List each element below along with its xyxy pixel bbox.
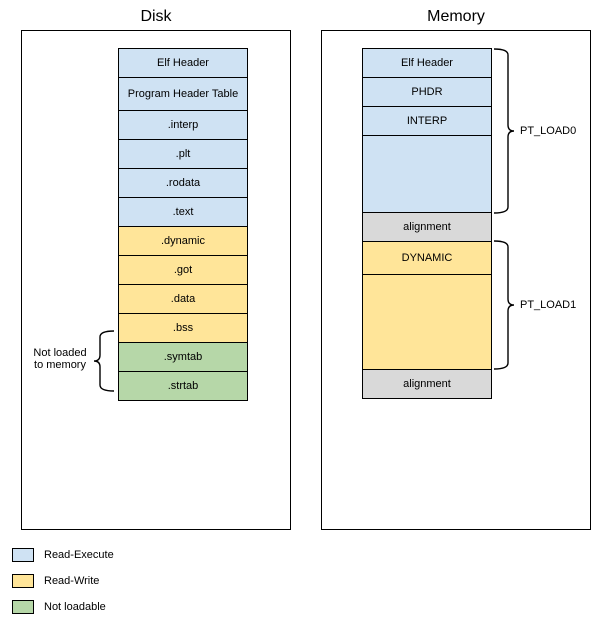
memory-stack: Elf HeaderPHDRINTERPalignmentDYNAMICalig… (362, 49, 492, 399)
memory-load0-brace (494, 49, 516, 213)
memory-load1-brace (494, 241, 516, 369)
disk-panel: Elf HeaderProgram Header Table.interp.pl… (21, 30, 291, 530)
legend-label-0: Read-Execute (44, 549, 114, 561)
disk-block-0: Elf Header (118, 48, 248, 78)
legend-swatch-2 (12, 600, 34, 614)
memory-column: Memory Elf HeaderPHDRINTERPalignmentDYNA… (321, 8, 591, 530)
legend-label-2: Not loadable (44, 601, 106, 613)
legend-row-0: Read-Execute (12, 548, 604, 562)
legend-row-1: Read-Write (12, 574, 604, 588)
disk-block-10: .symtab (118, 342, 248, 372)
disk-block-9: .bss (118, 313, 248, 343)
disk-title: Disk (140, 8, 171, 26)
disk-block-4: .rodata (118, 168, 248, 198)
memory-block-3 (362, 135, 492, 213)
disk-block-1: Program Header Table (118, 77, 248, 111)
disk-block-8: .data (118, 284, 248, 314)
legend-label-1: Read-Write (44, 575, 99, 587)
legend-swatch-0 (12, 548, 34, 562)
memory-block-1: PHDR (362, 77, 492, 107)
disk-column: Disk Elf HeaderProgram Header Table.inte… (21, 8, 291, 530)
disk-block-11: .strtab (118, 371, 248, 401)
legend-row-2: Not loadable (12, 600, 604, 614)
legend-swatch-1 (12, 574, 34, 588)
memory-block-7: alignment (362, 369, 492, 399)
memory-block-5: DYNAMIC (362, 241, 492, 275)
legend: Read-Execute Read-Write Not loadable (12, 548, 604, 614)
disk-stack: Elf HeaderProgram Header Table.interp.pl… (118, 49, 248, 401)
memory-block-4: alignment (362, 212, 492, 242)
memory-load0-brace-label: PT_LOAD0 (520, 125, 576, 137)
disk-notloaded-brace (94, 331, 116, 391)
memory-panel: Elf HeaderPHDRINTERPalignmentDYNAMICalig… (321, 30, 591, 530)
memory-block-0: Elf Header (362, 48, 492, 78)
memory-title: Memory (427, 8, 485, 26)
disk-block-5: .text (118, 197, 248, 227)
disk-block-6: .dynamic (118, 226, 248, 256)
memory-block-6 (362, 274, 492, 370)
memory-block-2: INTERP (362, 106, 492, 136)
disk-block-3: .plt (118, 139, 248, 169)
disk-block-2: .interp (118, 110, 248, 140)
disk-notloaded-brace-label: Not loaded to memory (28, 347, 92, 371)
memory-load1-brace-label: PT_LOAD1 (520, 299, 576, 311)
disk-block-7: .got (118, 255, 248, 285)
